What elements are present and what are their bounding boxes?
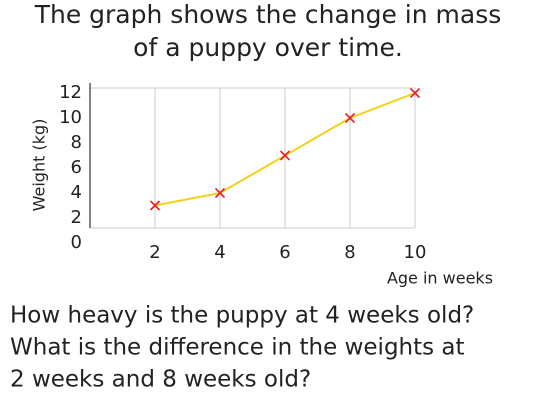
- y-tick-label: 2: [71, 207, 82, 228]
- title-line: The graph shows the change in mass: [34, 0, 502, 29]
- data-marker: [149, 200, 161, 211]
- x-tick-label: 8: [344, 242, 355, 263]
- data-marker: [409, 87, 421, 99]
- y-tick-label: 12: [59, 82, 82, 103]
- y-tick-label: 0: [71, 232, 82, 253]
- x-tick-label: 6: [279, 242, 290, 263]
- y-tick-label: 6: [71, 157, 82, 178]
- question: What is the difference in the weights at: [10, 335, 465, 361]
- x-tick-label: 4: [214, 242, 225, 263]
- question: How heavy is the puppy at 4 weeks old?: [10, 303, 474, 329]
- title-line: of a puppy over time.: [133, 33, 403, 62]
- y-tick-label: 10: [59, 107, 82, 128]
- x-tick-label: 2: [149, 242, 160, 263]
- x-tick-label: 10: [404, 242, 427, 263]
- y-tick-label: 4: [71, 182, 82, 203]
- y-tick-label: 8: [71, 132, 82, 153]
- x-axis-label: Age in weeks: [387, 269, 493, 288]
- question: 2 weeks and 8 weeks old?: [10, 367, 311, 393]
- data-marker: [279, 150, 291, 161]
- y-axis-label: Weight (kg): [30, 119, 49, 212]
- data-marker: [214, 187, 226, 199]
- data-marker: [344, 112, 356, 124]
